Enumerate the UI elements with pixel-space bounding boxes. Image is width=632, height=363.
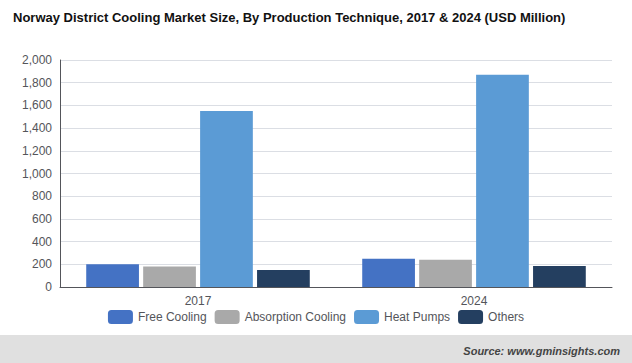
svg-text:2,000: 2,000 bbox=[22, 53, 52, 67]
svg-text:Others: Others bbox=[488, 310, 524, 324]
svg-text:2024: 2024 bbox=[461, 294, 488, 308]
svg-text:200: 200 bbox=[32, 257, 52, 271]
svg-text:Norway District Cooling Market: Norway District Cooling Market Size, By … bbox=[13, 10, 565, 25]
svg-text:800: 800 bbox=[32, 189, 52, 203]
svg-text:2017: 2017 bbox=[185, 294, 212, 308]
svg-text:Source: www.gminsights.com: Source: www.gminsights.com bbox=[463, 345, 620, 357]
svg-text:1,200: 1,200 bbox=[22, 144, 52, 158]
svg-text:Absorption Cooling: Absorption Cooling bbox=[245, 310, 346, 324]
svg-text:1,800: 1,800 bbox=[22, 76, 52, 90]
svg-text:400: 400 bbox=[32, 235, 52, 249]
svg-text:Free Cooling: Free Cooling bbox=[138, 310, 207, 324]
svg-text:1,600: 1,600 bbox=[22, 98, 52, 112]
svg-text:0: 0 bbox=[45, 280, 52, 294]
svg-text:1,400: 1,400 bbox=[22, 121, 52, 135]
svg-text:600: 600 bbox=[32, 212, 52, 226]
svg-text:1,000: 1,000 bbox=[22, 167, 52, 181]
svg-text:Heat Pumps: Heat Pumps bbox=[384, 310, 450, 324]
